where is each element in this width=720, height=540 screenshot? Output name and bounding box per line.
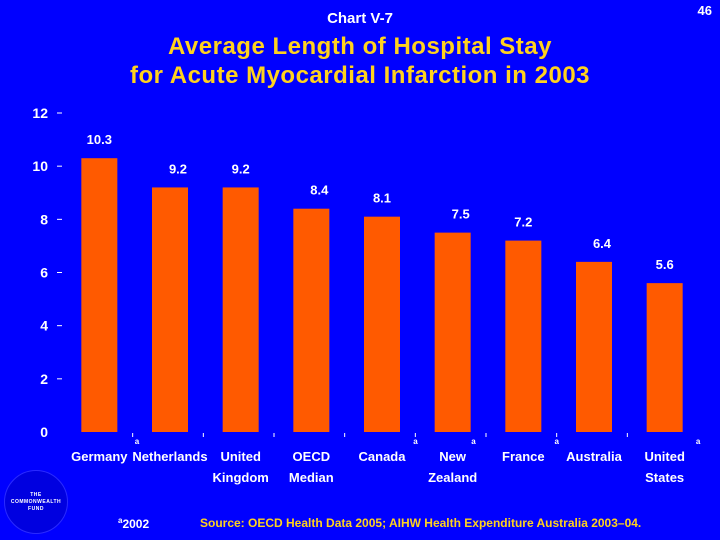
- x-category-label: Netherlands: [132, 449, 207, 464]
- chart-number: Chart V-7: [327, 10, 393, 27]
- x-category-label: New: [439, 449, 467, 464]
- bar: [576, 261, 612, 432]
- chart-title: Average Length of Hospital Stay for Acut…: [0, 32, 720, 90]
- x-category-footnote-marker: a: [135, 437, 140, 446]
- bar-value-label: 7.5: [452, 207, 470, 222]
- bar-value-label: 8.4: [310, 183, 329, 198]
- bar-value-label: 10.3: [87, 132, 112, 147]
- chart-title-line-2: for Acute Myocardial Infarction in 2003: [129, 62, 591, 89]
- x-category-label: United: [644, 449, 685, 464]
- y-tick-label: 4: [40, 318, 48, 334]
- bar: [152, 187, 188, 432]
- y-tick-label: 0: [40, 424, 48, 440]
- x-category-footnote-marker: a: [555, 437, 560, 446]
- x-category-label-line-2: Kingdom: [213, 470, 269, 485]
- x-category-label: France: [502, 449, 545, 464]
- x-category-label: Germany: [71, 449, 128, 464]
- logo-line-3: FUND: [28, 505, 44, 512]
- x-category-footnote-marker: a: [471, 437, 476, 446]
- x-category-label-line-2: States: [645, 470, 684, 485]
- y-tick-label: 6: [40, 265, 48, 281]
- bar: [505, 240, 542, 432]
- x-category-label-line-2: Median: [289, 470, 334, 485]
- page-number: 46: [697, 3, 712, 18]
- footnote-text: 2002: [122, 517, 150, 531]
- source-note: Source: OECD Health Data 2005; AIHW Heal…: [200, 516, 642, 530]
- x-category-label: Canada: [359, 449, 407, 464]
- x-category-label: Australia: [566, 449, 622, 464]
- y-tick-label: 2: [40, 371, 48, 387]
- logo-line-2: COMMONWEALTH: [10, 498, 62, 505]
- chart-title-line-1: Average Length of Hospital Stay: [167, 33, 552, 60]
- bar-value-label: 9.2: [232, 161, 250, 176]
- x-category-label-line-2: Zealand: [428, 470, 477, 485]
- bar: [222, 187, 259, 432]
- x-category-footnote-marker: a: [413, 437, 418, 446]
- x-category-label: OECD: [293, 449, 331, 464]
- y-tick-label: 12: [32, 105, 48, 121]
- bar-value-label: 9.2: [169, 161, 187, 176]
- bar: [646, 283, 683, 432]
- x-category-label: United: [220, 449, 261, 464]
- bar-value-label: 8.1: [373, 191, 391, 206]
- bar: [293, 208, 330, 432]
- bar-value-label: 6.4: [593, 236, 612, 251]
- footnote: a2002: [118, 516, 149, 531]
- bar: [364, 216, 400, 432]
- footnote-marker: a: [118, 516, 123, 525]
- y-tick-label: 10: [32, 158, 48, 174]
- commonwealth-fund-logo: THE COMMONWEALTH FUND: [4, 470, 68, 534]
- bar-chart: 0 2 4 6 8 10 12 10.3 Germany a 9.2 Netherlands 9.2 Un…: [32, 105, 701, 485]
- x-category-footnote-marker: a: [696, 437, 701, 446]
- bar-value-label: 7.2: [514, 215, 532, 230]
- logo-line-1: THE: [30, 491, 42, 498]
- bar: [81, 158, 118, 433]
- bar-value-label: 5.6: [656, 257, 674, 272]
- bar: [434, 232, 471, 432]
- y-tick-label: 8: [40, 211, 48, 227]
